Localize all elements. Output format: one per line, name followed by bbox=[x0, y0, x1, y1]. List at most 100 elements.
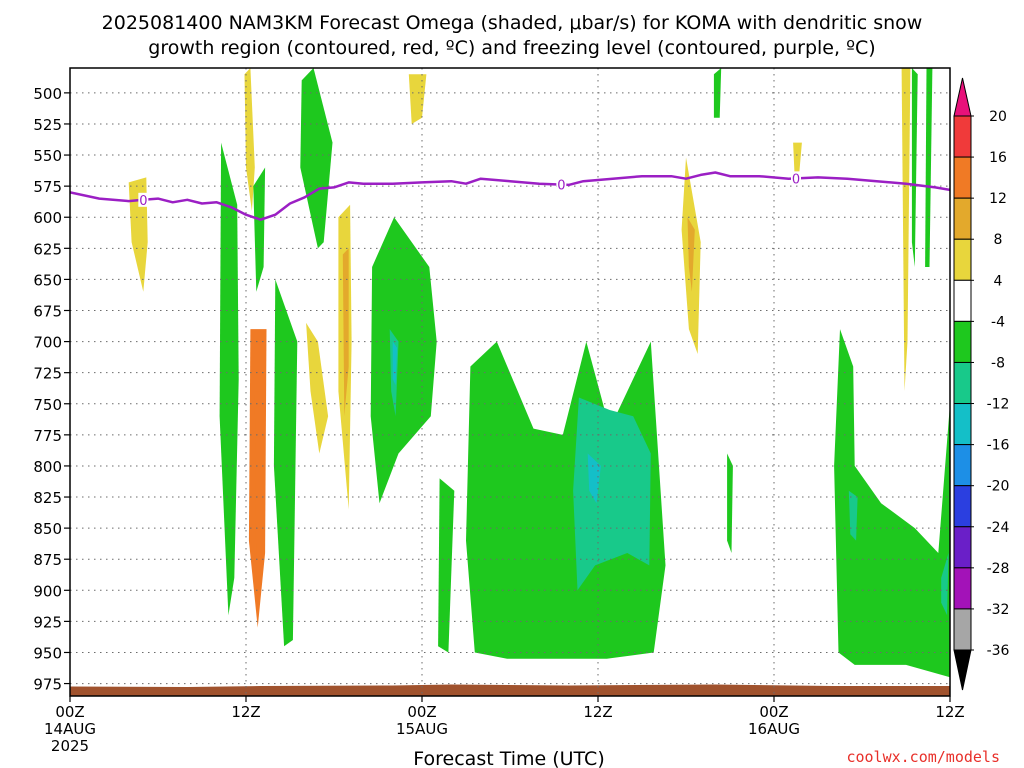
freezing-level-line bbox=[70, 171, 950, 221]
y-tick-label-775: 775 bbox=[33, 427, 62, 445]
omega-region-neg8-2 bbox=[573, 397, 651, 591]
colorbar-bin-top bbox=[953, 77, 972, 117]
y-tick-label-575: 575 bbox=[33, 178, 62, 196]
freezing-level-label-2: 0 bbox=[557, 179, 565, 194]
omega-region-neg4-1 bbox=[219, 142, 239, 616]
colorbar-bin-7 bbox=[953, 361, 972, 405]
x-tick-label-0-3: 2025 bbox=[51, 737, 89, 755]
colorbar-bin-5 bbox=[953, 279, 972, 322]
chart-title-line-2: growth region (contoured, red, ºC) and f… bbox=[148, 37, 875, 59]
freezing-level-label-1: 0 bbox=[139, 194, 147, 209]
colorbar-label-8: -16 bbox=[987, 438, 1010, 454]
y-tick-label-975: 975 bbox=[33, 676, 62, 694]
y-tick-label-725: 725 bbox=[33, 365, 62, 383]
omega-region-neg4-11 bbox=[911, 68, 918, 267]
y-tick-label-850: 850 bbox=[33, 520, 62, 538]
colorbar-label-12: -32 bbox=[987, 602, 1010, 618]
y-tick-label-625: 625 bbox=[33, 240, 62, 258]
omega-region-neg4-3 bbox=[273, 279, 298, 647]
omega-region-12-2 bbox=[254, 391, 261, 578]
omega-region-4-7 bbox=[793, 142, 802, 178]
colorbar-bin-6 bbox=[953, 320, 972, 363]
colorbar-label-0: 20 bbox=[989, 109, 1007, 125]
colorbar-bin-9 bbox=[953, 444, 972, 487]
colorbar-bin-1 bbox=[953, 115, 972, 158]
colorbar-label-10: -24 bbox=[987, 520, 1010, 536]
omega-region-4-5 bbox=[408, 74, 427, 124]
colorbar-bin-8 bbox=[953, 403, 972, 446]
colorbar-label-11: -28 bbox=[987, 561, 1010, 577]
omega-region-8-1 bbox=[342, 248, 349, 417]
omega-region-neg4-5 bbox=[370, 217, 437, 504]
y-tick-label-875: 875 bbox=[33, 551, 62, 569]
colorbar-label-6: -8 bbox=[991, 355, 1005, 371]
source-credit: coolwx.com/models bbox=[846, 748, 1000, 766]
omega-region-neg4-12 bbox=[925, 68, 933, 267]
omega-region-neg4-6 bbox=[438, 478, 455, 653]
omega-region-4-8 bbox=[901, 68, 911, 392]
y-tick-label-675: 675 bbox=[33, 302, 62, 320]
y-tick-label-950: 950 bbox=[33, 644, 62, 662]
y-tick-label-825: 825 bbox=[33, 489, 62, 507]
plot-frame bbox=[69, 67, 951, 697]
x-tick-label-36-1: 12Z bbox=[583, 703, 612, 721]
colorbar-bin-2 bbox=[953, 156, 972, 199]
omega-region-neg4-8 bbox=[713, 68, 722, 118]
colorbar-bin-10 bbox=[953, 485, 972, 528]
omega-region-8-2 bbox=[687, 217, 695, 292]
terrain-strip bbox=[70, 684, 950, 696]
x-axis-title: Forecast Time (UTC) bbox=[413, 748, 604, 768]
freezing-level-label-3: 0 bbox=[792, 172, 800, 187]
freezing-label-bg-1 bbox=[138, 192, 149, 207]
colorbar-label-9: -20 bbox=[987, 479, 1010, 495]
y-tick-label-900: 900 bbox=[33, 582, 62, 600]
y-tick-label-525: 525 bbox=[33, 116, 62, 134]
colorbar-bin-11 bbox=[953, 526, 972, 569]
freezing-label-bg-2 bbox=[556, 177, 567, 192]
x-tick-label-48-2: 16AUG bbox=[748, 720, 800, 738]
y-tick-label-600: 600 bbox=[33, 209, 62, 227]
colorbar-label-5: -4 bbox=[991, 314, 1005, 330]
x-tick-label-24-2: 15AUG bbox=[396, 720, 448, 738]
freezing-label-bg-3 bbox=[791, 171, 801, 186]
colorbar-label-1: 16 bbox=[989, 150, 1007, 166]
colorbar-bin-4 bbox=[953, 238, 972, 281]
colorbar-label-3: 8 bbox=[994, 232, 1003, 248]
x-tick-label-60-1: 12Z bbox=[935, 703, 964, 721]
omega-region-neg4-2 bbox=[253, 167, 266, 292]
omega-region-neg4-9 bbox=[727, 453, 733, 553]
freezing-level-contour: 0 0 0 bbox=[70, 171, 950, 221]
omega-region-neg8-4 bbox=[941, 553, 949, 616]
y-tick-label-550: 550 bbox=[33, 147, 62, 165]
omega-region-neg4-4 bbox=[300, 68, 333, 249]
colorbar-bin-bottom bbox=[953, 649, 972, 691]
y-axis: 500 525 550 575 600 625 650 675 700 725 750 775 800 8… bbox=[33, 85, 70, 694]
x-tick-label-0-2: 14AUG bbox=[44, 720, 96, 738]
y-tick-label-700: 700 bbox=[33, 334, 62, 352]
y-tick-label-750: 750 bbox=[33, 396, 62, 414]
colorbar-label-7: -12 bbox=[987, 397, 1010, 413]
terrain-fill bbox=[70, 684, 950, 696]
omega-region-neg12-2 bbox=[587, 453, 601, 504]
omega-colorbar: 20 16 12 8 4 -4 -8 -12 -16 -20 -24 -28 -32 -36 bbox=[953, 77, 1010, 691]
colorbar-bin-13 bbox=[953, 608, 972, 651]
chart-title-line-1: 2025081400 NAM3KM Forecast Omega (shaded… bbox=[102, 12, 923, 34]
y-tick-label-650: 650 bbox=[33, 271, 62, 289]
y-tick-label-925: 925 bbox=[33, 613, 62, 631]
colorbar-label-2: 12 bbox=[989, 191, 1007, 207]
y-tick-label-800: 800 bbox=[33, 458, 62, 476]
x-tick-label-24-1: 00Z bbox=[407, 703, 436, 721]
colorbar-label-4: 4 bbox=[994, 273, 1003, 289]
y-tick-label-500: 500 bbox=[33, 85, 62, 103]
x-tick-label-12-1: 12Z bbox=[231, 703, 260, 721]
colorbar-label-13: -36 bbox=[987, 643, 1010, 659]
plot-grid bbox=[70, 68, 950, 696]
omega-region-neg12-1 bbox=[392, 341, 398, 386]
x-tick-label-48-1: 00Z bbox=[759, 703, 788, 721]
colorbar-bin-12 bbox=[953, 567, 972, 610]
x-tick-label-0-1: 00Z bbox=[55, 703, 84, 721]
colorbar-bin-3 bbox=[953, 197, 972, 240]
omega-region-4-2 bbox=[244, 68, 255, 211]
